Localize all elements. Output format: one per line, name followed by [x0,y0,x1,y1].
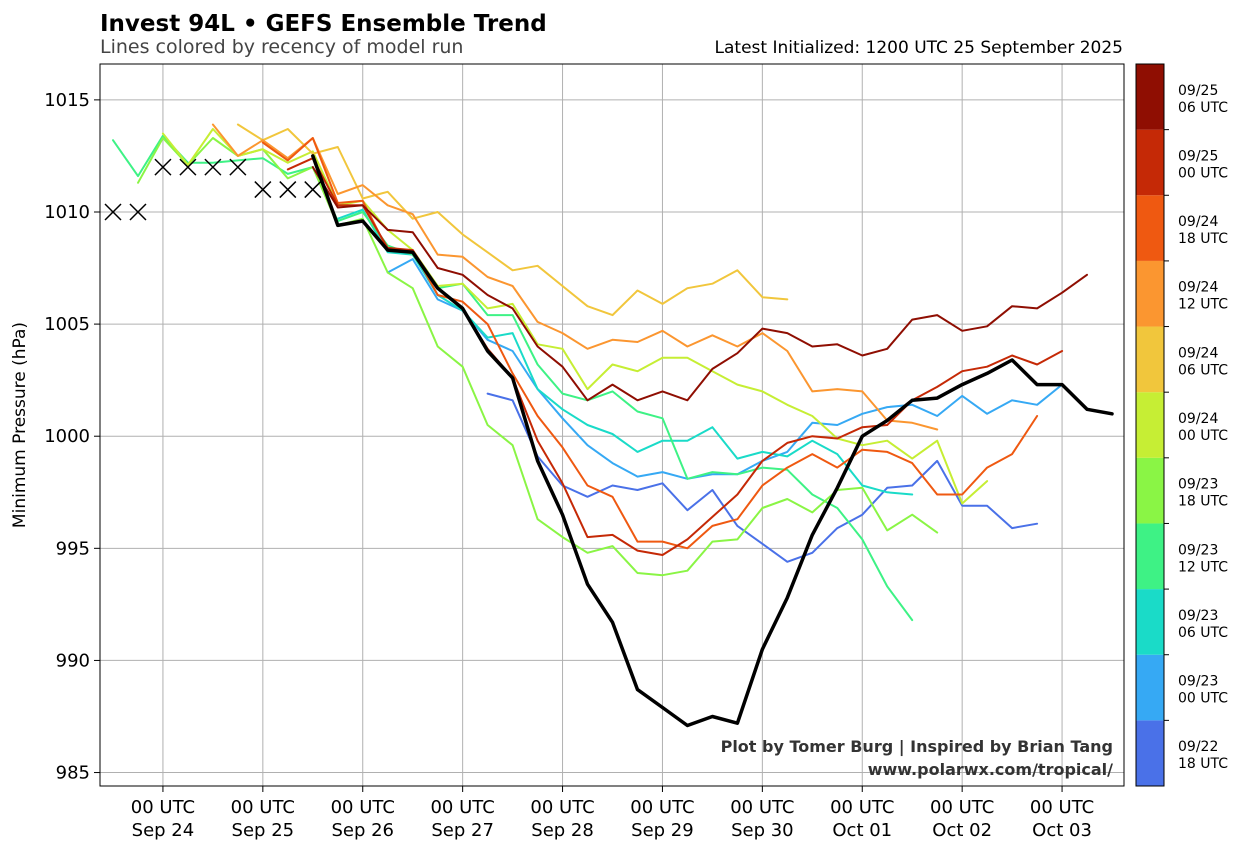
colorbar-label-time: 12 UTC [1178,559,1228,575]
x-tick-label-time: 00 UTC [730,797,794,818]
x-tick-label-date: Sep 29 [631,820,694,841]
colorbar-swatch [1136,589,1164,655]
colorbar-label-date: 09/23 [1178,542,1218,558]
grid [100,64,1124,786]
observed-x-marker [129,203,147,221]
x-tick-label-time: 00 UTC [231,797,295,818]
colorbar-swatch [1136,523,1164,590]
series-line-2 [336,208,914,496]
colorbar-label-time: 18 UTC [1178,756,1228,772]
x-tick-label-date: Sep 25 [232,820,295,841]
colorbar-label-date: 09/25 [1178,83,1218,99]
x-tick-label-date: Sep 26 [331,820,394,841]
colorbar-label-time: 18 UTC [1178,231,1228,247]
y-tick-label: 1000 [44,426,90,447]
colorbar-label-date: 09/24 [1178,345,1218,361]
colorbar-swatch [1136,129,1164,196]
series-line-4 [137,137,939,577]
colorbar-swatch [1136,720,1164,786]
y-ticks: 985 990 995 1000 1005 1010 1015 [44,90,100,784]
colorbar-swatch [1136,457,1164,524]
y-tick-label: 990 [56,650,90,671]
observed-x-marker [304,181,322,199]
series-line-11 [311,154,1114,728]
x-tick-label-date: Sep 28 [531,820,594,841]
x-tick-label-date: Sep 24 [132,820,195,841]
colorbar-label-date: 09/23 [1178,477,1218,493]
colorbar-label-time: 18 UTC [1178,494,1228,510]
observed-x-marker [204,158,222,176]
colorbar-label-time: 06 UTC [1178,362,1228,378]
observed-x-marker [179,158,197,176]
y-tick-label: 1015 [44,90,90,111]
y-tick-label: 995 [56,538,90,559]
x-tick-label-date: Oct 02 [932,820,992,841]
observed-markers [104,158,322,221]
observed-x-marker [104,203,122,221]
credit-line-2: www.polarwx.com/tropical/ [868,760,1113,779]
series-line-0 [486,392,1039,563]
colorbar-swatch [1136,654,1164,721]
observed-x-marker [254,181,272,199]
x-tick-label-time: 00 UTC [1030,797,1094,818]
credit-line-1: Plot by Tomer Burg | Inspired by Brian T… [721,737,1113,757]
colorbar-label-time: 12 UTC [1178,297,1228,313]
colorbar-label-time: 00 UTC [1178,691,1228,707]
x-tick-label-date: Sep 27 [431,820,494,841]
x-tick-label-date: Oct 01 [832,820,892,841]
colorbar-swatch [1136,326,1164,393]
observed-x-marker [229,158,247,176]
colorbar-label-date: 09/24 [1178,214,1218,230]
colorbar-label-time: 00 UTC [1178,165,1228,181]
plot-frame [99,63,1125,787]
colorbar-label-date: 09/24 [1178,411,1218,427]
x-tick-label-date: Oct 03 [1032,820,1092,841]
observed-x-marker [154,158,172,176]
colorbar-label-date: 09/23 [1178,674,1218,690]
colorbar-label-time: 06 UTC [1178,625,1228,641]
series-line-7 [211,123,939,431]
chart-subtitle: Lines colored by recency of model run [100,36,463,58]
x-tick-label-date: Sep 30 [731,820,794,841]
series-line-6 [236,123,789,317]
x-tick-label-time: 00 UTC [430,797,494,818]
x-tick-label-time: 00 UTC [331,797,395,818]
colorbar-label-date: 09/23 [1178,608,1218,624]
x-tick-label-time: 00 UTC [630,797,694,818]
y-tick-label: 1005 [44,314,90,335]
latest-initialized-label: Latest Initialized: 1200 UTC 25 Septembe… [715,38,1123,58]
y-tick-label: 1010 [44,202,90,223]
colorbar-label-time: 00 UTC [1178,428,1228,444]
series-line-5 [161,128,989,505]
colorbar-swatch [1136,64,1164,130]
series-line-1 [386,258,1064,480]
colorbar-swatch [1136,195,1164,261]
y-axis-label: Minimum Pressure (hPa) [10,322,30,528]
colorbar-swatch [1136,392,1164,458]
y-tick-label: 985 [56,763,90,784]
colorbar-swatch [1136,260,1164,327]
colorbar-label-date: 09/22 [1178,739,1218,755]
x-tick-label-time: 00 UTC [530,797,594,818]
colorbar-label-date: 09/24 [1178,280,1218,296]
chart-title: Invest 94L • GEFS Ensemble Trend [100,11,547,37]
x-tick-label-time: 00 UTC [930,797,994,818]
colorbar-frame [1135,63,1165,787]
observed-x-marker [279,181,297,199]
x-tick-label-time: 00 UTC [830,797,894,818]
colorbar-label-time: 06 UTC [1178,100,1228,116]
x-tick-label-time: 00 UTC [131,797,195,818]
series-line-10 [311,166,1088,402]
colorbar-label-date: 09/25 [1178,148,1218,164]
